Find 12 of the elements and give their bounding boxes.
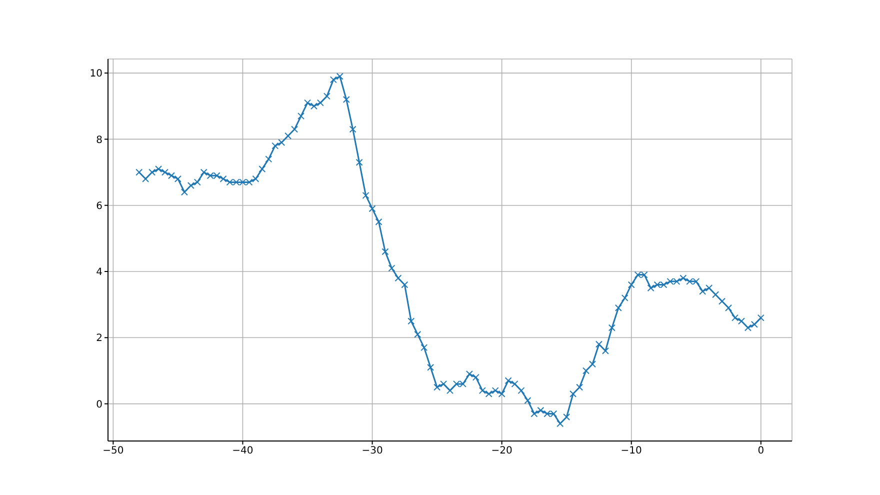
x-tick-label: 0	[758, 446, 764, 457]
y-tick-label: 6	[96, 200, 102, 212]
x-tick-label: −20	[491, 446, 512, 457]
y-tick-label: 10	[90, 68, 102, 80]
x-tick-label: −40	[232, 446, 254, 457]
x-tick-label: −50	[102, 446, 124, 457]
y-tick-label: 2	[96, 333, 102, 344]
x-tick-label: −10	[620, 446, 642, 457]
x-tick-label: −30	[362, 446, 383, 457]
y-tick-label: 4	[96, 267, 102, 278]
y-tick-label: 8	[96, 134, 102, 146]
y-tick-label: 0	[96, 399, 102, 410]
